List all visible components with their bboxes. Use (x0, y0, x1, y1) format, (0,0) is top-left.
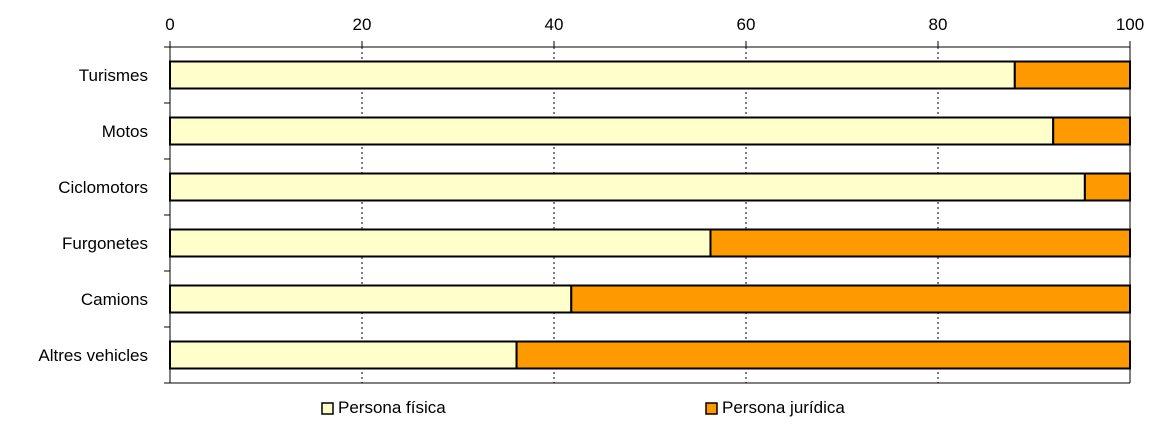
x-tick-label: 100 (1116, 15, 1144, 34)
bar-persona-fisica (169, 340, 518, 370)
category-label: Altres vehicles (38, 346, 148, 365)
bar-persona-fisica (169, 228, 712, 258)
legend-swatch (705, 402, 718, 415)
category-label: Camions (81, 290, 148, 309)
legend-label: Persona jurídica (722, 398, 845, 417)
bar-persona-fisica (169, 116, 1055, 146)
x-tick-label: 0 (165, 15, 174, 34)
bar-persona-juridica (1083, 172, 1132, 202)
bar-persona-juridica (515, 340, 1131, 370)
category-label: Motos (102, 122, 148, 141)
x-tick-label: 40 (545, 15, 564, 34)
category-label: Turismes (79, 66, 148, 85)
x-tick-label: 60 (737, 15, 756, 34)
category-label: Furgonetes (62, 234, 148, 253)
bar-persona-fisica (169, 172, 1086, 202)
bar-persona-fisica (169, 284, 573, 314)
bar-persona-juridica (1013, 60, 1131, 90)
legend-swatch (321, 402, 334, 415)
x-tick-label: 80 (929, 15, 948, 34)
plot-area (170, 47, 1130, 383)
bar-persona-fisica (169, 60, 1016, 90)
bar-persona-juridica (1052, 116, 1131, 146)
x-tick-label: 20 (353, 15, 372, 34)
category-label: Ciclomotors (58, 178, 148, 197)
bar-persona-juridica (709, 228, 1131, 258)
legend-label: Persona física (338, 398, 446, 417)
bar-persona-juridica (570, 284, 1131, 314)
